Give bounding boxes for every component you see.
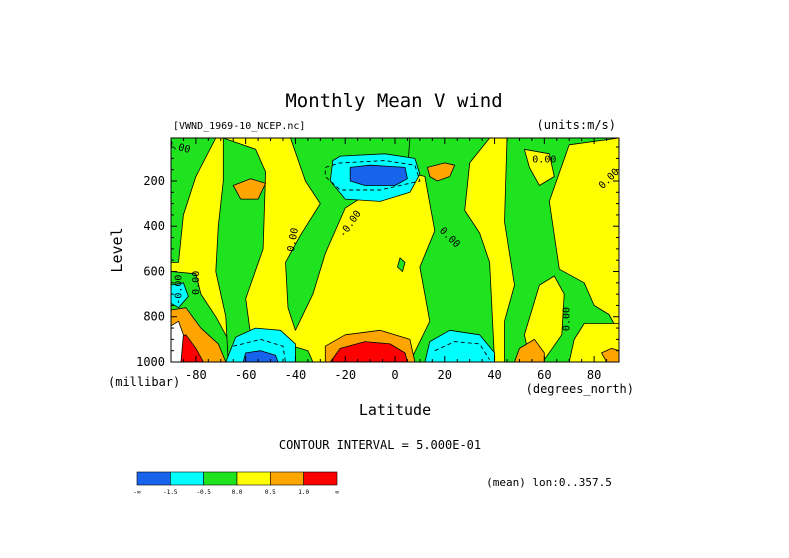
- contour-interval-text: CONTOUR INTERVAL = 5.000E-01: [279, 438, 481, 452]
- x-axis-units: (degrees_north): [526, 382, 634, 396]
- x-tick-label: -80: [185, 368, 207, 382]
- y-tick-label: 200: [143, 174, 165, 188]
- contour-region: [171, 138, 217, 263]
- units-label: (units:m/s): [537, 118, 616, 132]
- y-tick-label: 600: [143, 264, 165, 278]
- contour-line-negative: [434, 341, 490, 360]
- y-tick-label: 800: [143, 310, 165, 324]
- contour-region: [601, 347, 619, 362]
- colorbar-swatch: [170, 471, 204, 486]
- x-axis: -80 -60 -40 -20 0 20 40 60 80: [185, 368, 601, 382]
- colorbar-label: -1.5: [163, 489, 178, 496]
- x-tick-label: 0: [391, 368, 398, 382]
- plot-area: 0.000.00-0.000.00-0.00 0.000.000.000.00: [165, 137, 620, 363]
- x-tick-label: 40: [487, 368, 501, 382]
- colorbar-swatch: [203, 471, 238, 486]
- colorbar: -∞ -1.5 -0.5 0.0 0.5 1.0 ∞: [133, 471, 339, 496]
- x-tick-label: 20: [438, 368, 452, 382]
- contour-label: 0.00: [286, 227, 301, 253]
- colorbar-swatch: [136, 471, 171, 486]
- x-tick-label: 60: [537, 368, 551, 382]
- contour-region: [171, 282, 189, 309]
- contour-region: [524, 275, 565, 361]
- y-axis: 200 400 600 800 1000: [136, 174, 165, 369]
- colorbar-label: 1.0: [298, 489, 309, 496]
- y-axis-label: Level: [108, 227, 126, 272]
- colorbar-label: ∞: [335, 489, 339, 496]
- contour-label: 0.00: [562, 307, 573, 331]
- colorbar-label: 0.0: [232, 489, 243, 496]
- x-tick-label: -60: [235, 368, 257, 382]
- contour-label: 0.00: [532, 154, 556, 165]
- x-tick-label: -20: [334, 368, 356, 382]
- dataset-label: [VWND_1969-10_NCEP.nc]: [173, 121, 305, 132]
- contour-region: [329, 341, 408, 362]
- contour-label: 0.00: [165, 139, 191, 156]
- y-tick-label: 400: [143, 219, 165, 233]
- contour-region: [349, 164, 408, 186]
- contour-region: [225, 327, 296, 362]
- colorbar-label: -0.5: [196, 489, 211, 496]
- chart-title: Monthly Mean V wind: [285, 90, 502, 112]
- mean-text: (mean) lon:0..357.5: [486, 476, 612, 489]
- y-axis-units: (millibar): [108, 375, 180, 389]
- colorbar-swatch: [270, 471, 304, 486]
- contour-label: 0.00: [191, 271, 202, 295]
- contour-region: [514, 338, 545, 362]
- contour-region: [524, 148, 555, 186]
- contour-region: [424, 329, 496, 362]
- colorbar-label: -∞: [133, 489, 141, 496]
- contour-region: [171, 320, 184, 362]
- x-tick-label: -40: [285, 368, 307, 382]
- contour-line-negative: [233, 338, 286, 362]
- y-tick-label: 1000: [136, 355, 165, 369]
- contour-region: [426, 162, 456, 182]
- contour-region: [397, 257, 406, 272]
- colorbar-swatch: [236, 471, 271, 486]
- contour-region: [242, 350, 279, 362]
- contour-region: [232, 178, 267, 200]
- contour-line-negative: [324, 160, 421, 191]
- contour-region: [406, 138, 496, 362]
- x-tick-label: 80: [587, 368, 601, 382]
- contour-label: -0.00: [173, 275, 184, 305]
- colorbar-label: 0.5: [265, 489, 276, 496]
- colorbar-swatch: [303, 471, 338, 486]
- x-axis-label: Latitude: [359, 401, 431, 419]
